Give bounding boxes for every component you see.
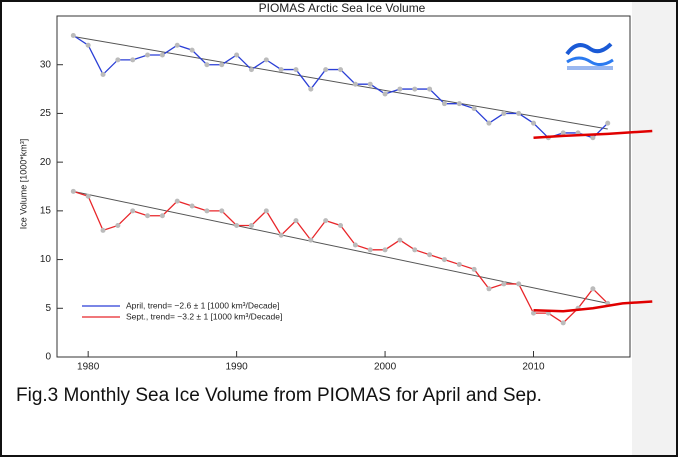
point: [382, 247, 388, 253]
y-tick-label: 10: [40, 254, 52, 265]
point: [441, 101, 447, 107]
point: [174, 42, 180, 48]
y-tick-label: 20: [40, 157, 52, 168]
point: [338, 67, 344, 73]
y-tick-label: 30: [40, 59, 52, 70]
x-tick-label: 2000: [374, 362, 397, 372]
point: [100, 71, 106, 77]
y-tick-label: 25: [40, 108, 52, 119]
point: [397, 237, 403, 243]
point: [234, 222, 240, 228]
point: [486, 120, 492, 126]
point: [427, 252, 433, 258]
point: [219, 208, 225, 214]
plot-frame: [56, 15, 631, 358]
point: [130, 57, 136, 63]
y-tick-label: 15: [40, 205, 52, 216]
point: [352, 81, 358, 87]
point: [427, 86, 433, 92]
point: [100, 227, 106, 233]
point: [293, 218, 299, 224]
point: [471, 266, 477, 272]
point: [501, 110, 507, 116]
point: [605, 120, 611, 126]
y-axis-label: Ice Volume [1000*km³]: [18, 139, 28, 230]
point: [560, 130, 566, 136]
point: [352, 242, 358, 248]
x-tick-label: 1990: [225, 362, 248, 372]
point: [441, 257, 447, 263]
legend-label: April, trend= −2.6 ± 1 [1000 km³/Decade]: [126, 300, 280, 310]
point: [323, 218, 329, 224]
caption: Fig.3 Monthly Sea Ice Volume from PIOMAS…: [16, 385, 542, 406]
trend-line: [73, 190, 608, 304]
point: [204, 208, 210, 214]
point: [85, 42, 91, 48]
point: [308, 86, 314, 92]
point: [397, 86, 403, 92]
point: [293, 67, 299, 73]
point: [516, 110, 522, 116]
point: [278, 232, 284, 238]
x-tick-label: 2010: [522, 362, 545, 372]
projection-line: [533, 129, 653, 140]
legend-label: Sept., trend= −3.2 ± 1 [1000 km³/Decade]: [126, 311, 282, 321]
point: [189, 203, 195, 209]
point: [145, 52, 151, 58]
point: [115, 57, 121, 63]
point: [248, 67, 254, 73]
point: [174, 198, 180, 204]
point: [248, 222, 254, 228]
point: [263, 208, 269, 214]
point: [560, 320, 566, 326]
point: [456, 101, 462, 107]
side-panel: [632, 2, 676, 455]
point: [234, 52, 240, 58]
trend-line: [73, 35, 608, 130]
point: [412, 247, 418, 253]
chart: PIOMAS Arctic Sea Ice Volume Ice Volume …: [18, 2, 653, 372]
point: [85, 193, 91, 199]
point: [130, 208, 136, 214]
point: [263, 57, 269, 63]
point: [145, 213, 151, 219]
point: [159, 213, 165, 219]
point: [590, 135, 596, 141]
point: [486, 286, 492, 292]
point: [70, 32, 76, 38]
y-tick-label: 0: [45, 352, 51, 363]
point: [219, 62, 225, 68]
chart-title: PIOMAS Arctic Sea Ice Volume: [259, 2, 426, 15]
point: [531, 120, 537, 126]
point: [471, 106, 477, 112]
point: [531, 310, 537, 316]
point: [367, 247, 373, 253]
point: [338, 222, 344, 228]
point: [501, 281, 507, 287]
y-tick-label: 5: [45, 303, 51, 314]
point: [308, 237, 314, 243]
logo: [562, 36, 618, 78]
point: [189, 47, 195, 53]
point: [412, 86, 418, 92]
projection-line: [533, 300, 653, 313]
point: [590, 286, 596, 292]
point: [456, 261, 462, 267]
point: [204, 62, 210, 68]
point: [278, 67, 284, 73]
point: [70, 188, 76, 194]
point: [367, 81, 373, 87]
point: [159, 52, 165, 58]
point: [115, 222, 121, 228]
x-tick-label: 1980: [77, 362, 100, 372]
point: [382, 91, 388, 97]
point: [516, 281, 522, 287]
point: [323, 67, 329, 73]
